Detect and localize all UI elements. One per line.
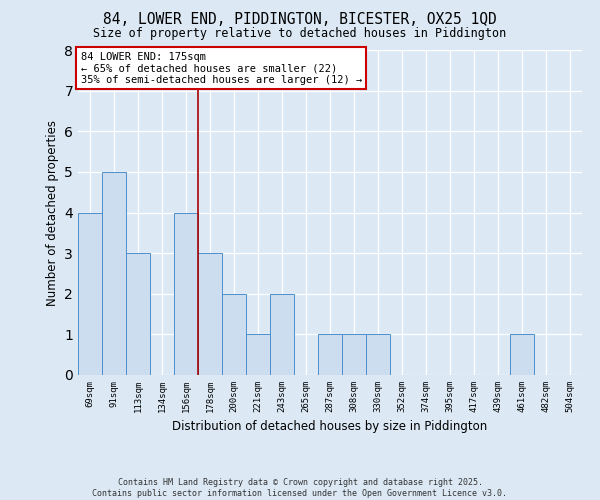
Bar xyxy=(342,334,366,375)
Bar xyxy=(126,253,150,375)
Text: Contains HM Land Registry data © Crown copyright and database right 2025.
Contai: Contains HM Land Registry data © Crown c… xyxy=(92,478,508,498)
Bar xyxy=(318,334,342,375)
Y-axis label: Number of detached properties: Number of detached properties xyxy=(46,120,59,306)
Bar xyxy=(222,294,246,375)
Bar xyxy=(174,212,198,375)
Bar xyxy=(78,212,102,375)
Bar xyxy=(510,334,534,375)
Text: 84 LOWER END: 175sqm
← 65% of detached houses are smaller (22)
35% of semi-detac: 84 LOWER END: 175sqm ← 65% of detached h… xyxy=(80,52,362,85)
X-axis label: Distribution of detached houses by size in Piddington: Distribution of detached houses by size … xyxy=(172,420,488,434)
Bar xyxy=(198,253,222,375)
Text: Size of property relative to detached houses in Piddington: Size of property relative to detached ho… xyxy=(94,28,506,40)
Bar xyxy=(270,294,294,375)
Bar xyxy=(366,334,390,375)
Text: 84, LOWER END, PIDDINGTON, BICESTER, OX25 1QD: 84, LOWER END, PIDDINGTON, BICESTER, OX2… xyxy=(103,12,497,28)
Bar xyxy=(246,334,270,375)
Bar xyxy=(102,172,126,375)
